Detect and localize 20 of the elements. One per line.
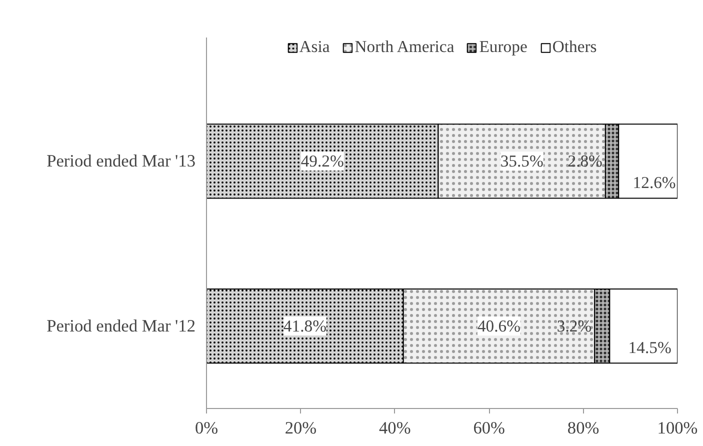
legend-label: North America bbox=[354, 37, 454, 57]
x-tick-label: 20% bbox=[284, 418, 317, 438]
x-tick-label: 60% bbox=[473, 418, 505, 438]
data-label: 2.8% bbox=[568, 152, 603, 171]
x-tick-label: 40% bbox=[379, 418, 411, 438]
y-tick-label: Period ended Mar '12 bbox=[46, 316, 196, 336]
data-label: 12.6% bbox=[632, 173, 676, 192]
y-tick-label: Period ended Mar '13 bbox=[46, 152, 196, 171]
data-label: 3.2% bbox=[556, 316, 592, 336]
legend-label: Europe bbox=[479, 37, 528, 57]
x-tick-label: 0% bbox=[194, 418, 218, 438]
x-tick-label: 80% bbox=[567, 418, 600, 438]
legend-label: Asia bbox=[299, 37, 330, 57]
data-label: 35.5% bbox=[500, 152, 544, 171]
x-tick-label: 100% bbox=[657, 418, 698, 438]
data-label: 49.2% bbox=[300, 152, 344, 171]
data-label: 40.6% bbox=[477, 316, 521, 336]
legend-label: Others bbox=[552, 37, 597, 57]
data-label: 41.8% bbox=[283, 316, 327, 336]
data-label: 14.5% bbox=[628, 338, 672, 357]
